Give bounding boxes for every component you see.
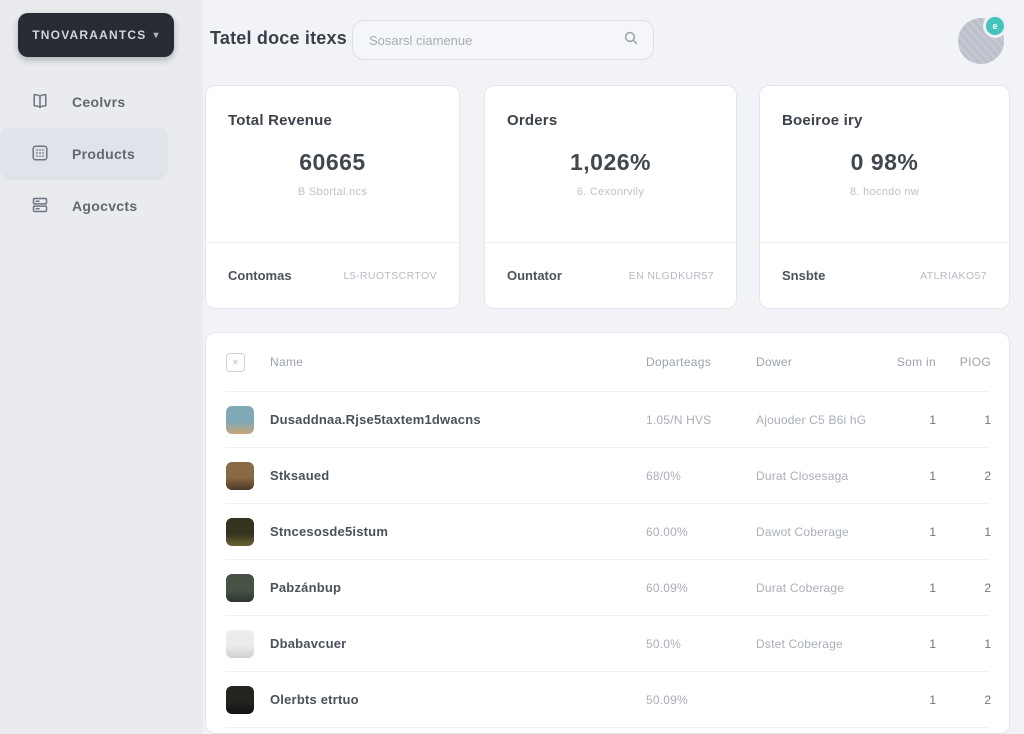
product-name: Stksaued [270, 468, 330, 483]
stat-card-total-revenue: Total Revenue 60665 B Sbortal.ncs Contom… [205, 85, 460, 309]
product-name: Stncesosde5istum [270, 524, 389, 539]
product-name: Olerbts etrtuo [270, 692, 359, 707]
product-col5: 1 [984, 524, 991, 539]
card-subtitle: 8. hocndo nw [849, 186, 920, 198]
product-col3: Ajouoder C5 B6i hG2... [756, 412, 866, 427]
table-row[interactable]: Olerbts etrtuo 50.09% 1 2 [226, 672, 991, 728]
sidebar-item-label: Agocvcts [72, 198, 138, 214]
table-row[interactable]: Pabzánbup 60.09% Durat Coberage 1 2 [226, 560, 991, 616]
product-col3: Dstet Coberage [756, 636, 843, 651]
product-col2: 50.09% [646, 692, 688, 707]
column-header-col3: Dower [756, 355, 793, 369]
chevron-down-icon: ▾ [153, 29, 160, 41]
product-thumbnail [226, 685, 254, 714]
select-all-checkbox[interactable]: ✕ [226, 352, 245, 372]
stat-card-orders: Orders 1,026% 6. Cexonrvily Ountator EN … [484, 85, 737, 309]
card-value: 0 98% [850, 149, 919, 175]
card-footer-meta: EN NLGDKUR57 [628, 269, 714, 282]
card-footer: Snsbte ATLRIAKO57 [760, 242, 1009, 308]
product-name: Dbabavcuer [270, 636, 347, 651]
card-footer-label: Snsbte [782, 268, 826, 283]
grid-icon [30, 143, 50, 166]
product-thumbnail [226, 629, 254, 658]
column-header-name: Name [270, 355, 304, 369]
search-input[interactable] [367, 31, 623, 49]
sidebar-item-orders[interactable]: Ceolvrs [0, 76, 203, 128]
product-thumbnail [226, 461, 254, 490]
status-badge: e [983, 14, 1007, 38]
card-title: Orders [507, 112, 558, 129]
product-col2: 50.0% [646, 636, 682, 651]
product-col5: 1 [984, 636, 991, 651]
book-icon [30, 91, 50, 114]
brand-label: Tnovaraantcs [32, 28, 147, 42]
brand-selector-button[interactable]: Tnovaraantcs ▾ [18, 13, 174, 57]
product-col5: 2 [984, 692, 991, 707]
card-title: Total Revenue [228, 112, 333, 129]
card-subtitle: B Sbortal.ncs [297, 186, 368, 198]
card-title: Boeiroe iry [782, 112, 863, 129]
column-header-col4: Som in [896, 355, 936, 369]
table-row[interactable]: Stncesosde5istum 60.00% Dawot Coberage 1… [226, 504, 991, 560]
product-col5: 2 [984, 580, 991, 595]
product-col5: 1 [984, 412, 991, 427]
sidebar-item-products[interactable]: Products [0, 128, 168, 180]
card-footer-label: Ountator [507, 268, 562, 283]
table-row[interactable]: Dusaddnaa.Rjse5taxtem1dwacns 1.05/N HVS … [226, 392, 991, 448]
product-col2: 68/0% [646, 468, 682, 483]
stat-card-third: Boeiroe iry 0 98% 8. hocndo nw Snsbte AT… [759, 85, 1010, 309]
sidebar-item-accounts[interactable]: Agocvcts [0, 180, 203, 232]
card-footer: Ountator EN NLGDKUR57 [485, 242, 736, 308]
card-footer-label: Contomas [228, 268, 292, 283]
sidebar: Ceolvrs Products Agocvcts [0, 76, 203, 232]
card-footer-meta: ATLRIAKO57 [920, 269, 987, 282]
search-bar[interactable] [352, 20, 654, 60]
product-thumbnail [226, 517, 254, 546]
table-row[interactable]: Dbabavcuer 50.0% Dstet Coberage 1 1 [226, 616, 991, 672]
search-icon [623, 30, 639, 51]
column-header-col5: PIOG [959, 355, 991, 369]
card-value: 60665 [299, 149, 366, 175]
product-col4: 1 [929, 412, 936, 427]
sidebar-item-label: Ceolvrs [72, 94, 126, 110]
card-subtitle: 6. Cexonrvily [576, 186, 645, 198]
column-header-col2: Doparteags [646, 355, 712, 369]
avatar[interactable]: e [958, 14, 1007, 64]
sidebar-item-label: Products [72, 146, 136, 162]
product-col4: 1 [929, 692, 936, 707]
product-col2: 1.05/N HVS [646, 412, 712, 427]
product-col2: 60.09% [646, 580, 688, 595]
product-col3: Dawot Coberage [756, 524, 849, 539]
product-col2: 60.00% [646, 524, 688, 539]
products-table: ✕ Name Doparteags Dower Som in PIOG Dusa… [205, 332, 1010, 734]
product-name: Dusaddnaa.Rjse5taxtem1dwacns [270, 412, 481, 427]
product-col5: 2 [984, 468, 991, 483]
product-thumbnail [226, 405, 254, 434]
product-col3: Durat Closesaga [756, 468, 849, 483]
product-col4: 1 [929, 524, 936, 539]
server-stack-icon [30, 195, 50, 218]
card-footer: Contomas L5-RUOTSCRTOV [206, 242, 459, 308]
product-col3: Durat Coberage [756, 580, 845, 595]
table-header-row: ✕ Name Doparteags Dower Som in PIOG [226, 333, 991, 392]
product-name: Pabzánbup [270, 580, 342, 595]
page-title: Tatel doce itexs [210, 28, 347, 48]
product-col4: 1 [929, 468, 936, 483]
card-footer-meta: L5-RUOTSCRTOV [343, 269, 437, 282]
table-row[interactable]: Stksaued 68/0% Durat Closesaga 1 2 [226, 448, 991, 504]
product-thumbnail [226, 573, 254, 602]
product-col4: 1 [929, 580, 936, 595]
card-value: 1,026% [569, 149, 651, 175]
product-col4: 1 [929, 636, 936, 651]
